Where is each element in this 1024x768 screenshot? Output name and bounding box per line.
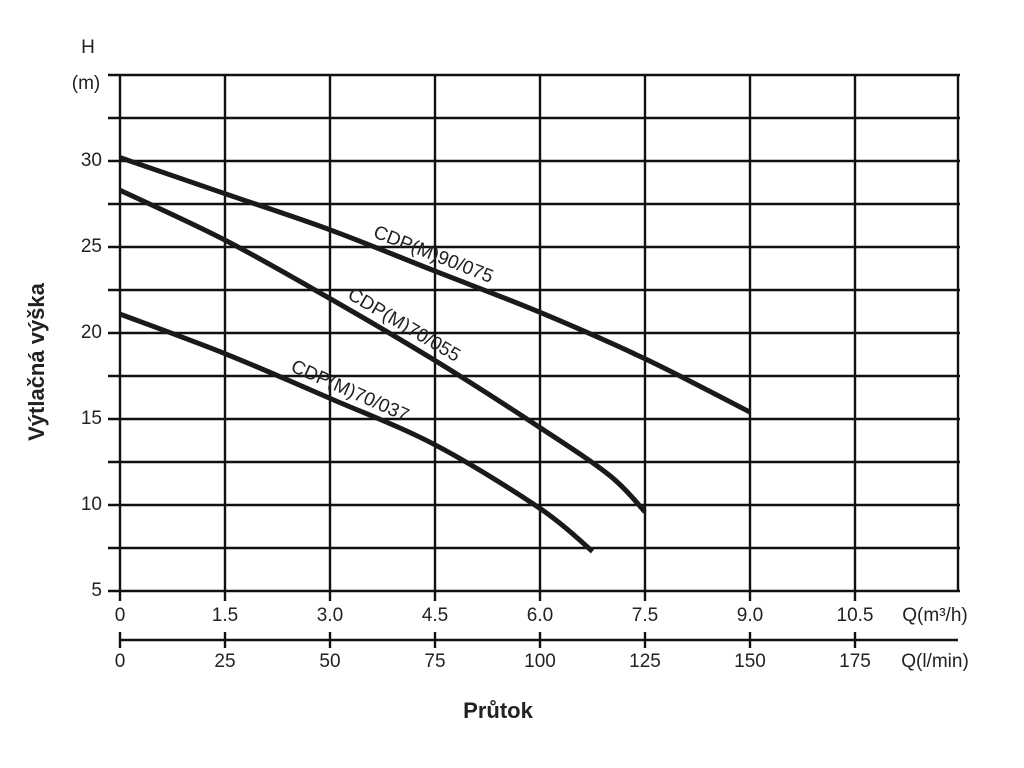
y-tick-label: 20 (81, 322, 102, 343)
x-tick-label: 3.0 (317, 605, 343, 626)
y-unit-symbol: H (81, 37, 95, 58)
x-tick-label: 7.5 (632, 605, 658, 626)
y-tick-label: 30 (81, 150, 102, 171)
y-tick-label: 25 (81, 236, 102, 257)
curve (118, 187, 647, 514)
curve (119, 155, 752, 415)
y-tick-label: 5 (91, 580, 102, 601)
curve-label: CDP(M)70/055 (344, 284, 464, 366)
x-tick-label: 1.5 (212, 605, 238, 626)
x2-tick-label: 175 (839, 651, 871, 672)
x2-unit-label: Q(l/min) (901, 651, 969, 672)
x-tick-label: 0 (115, 605, 126, 626)
x-tick-label: 9.0 (737, 605, 763, 626)
x2-tick-label: 25 (214, 651, 235, 672)
x2-tick-label: 50 (319, 651, 340, 672)
y-tick-label: 15 (81, 408, 102, 429)
x2-tick-label: 150 (734, 651, 766, 672)
x-axis-label: Průtok (463, 698, 533, 723)
x-unit-label: Q(m³/h) (902, 605, 967, 626)
x2-tick-label: 0 (115, 651, 126, 672)
x-tick-label: 10.5 (837, 605, 874, 626)
x2-tick-label: 100 (524, 651, 556, 672)
x-tick-label: 4.5 (422, 605, 448, 626)
curve (119, 311, 595, 554)
curve-label: CDP(M)70/037 (288, 356, 412, 426)
y-tick-label: 10 (81, 494, 102, 515)
x2-tick-label: 125 (629, 651, 661, 672)
y-unit: (m) (72, 73, 100, 94)
x2-tick-label: 75 (424, 651, 445, 672)
y-axis-label: Výtlačná výška (24, 282, 49, 441)
x-tick-label: 6.0 (527, 605, 553, 626)
